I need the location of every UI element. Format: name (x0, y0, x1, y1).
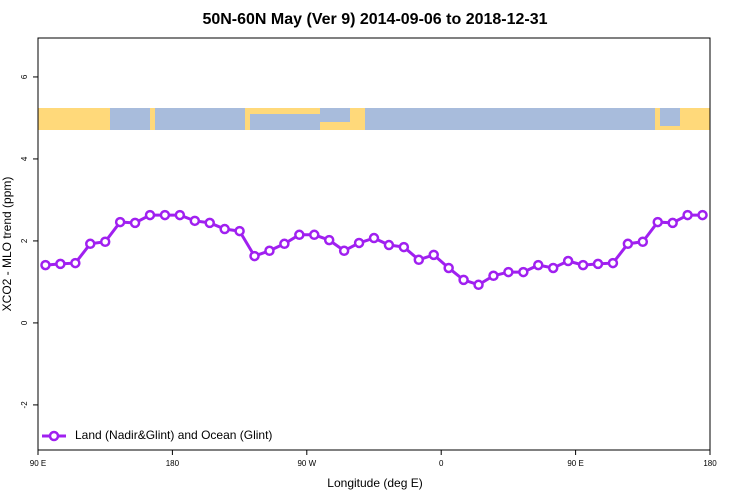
data-point (398, 241, 410, 253)
data-point (592, 258, 604, 270)
data-point (174, 209, 186, 221)
data-point (279, 238, 290, 250)
data-point (159, 209, 171, 221)
x-axis-label: Longitude (deg E) (327, 476, 422, 490)
y-tick-label: 0 (20, 320, 29, 325)
data-point (652, 216, 663, 228)
data-point (323, 234, 335, 246)
data-point (264, 245, 275, 257)
data-point (85, 238, 96, 250)
data-point (294, 229, 305, 241)
data-point (622, 238, 634, 250)
data-point (189, 215, 201, 227)
data-point (533, 259, 544, 271)
y-tick-label: -2 (20, 401, 29, 409)
data-point (443, 262, 454, 274)
data-point (204, 217, 215, 229)
x-tick-label: 90 E (567, 459, 583, 468)
plot-frame (37, 37, 711, 451)
data-point (607, 257, 619, 269)
data-point (99, 236, 111, 247)
data-point (144, 209, 156, 221)
y-tick-label: 6 (20, 74, 29, 79)
x-tick-label: 180 (166, 459, 180, 468)
series-line (45, 213, 703, 287)
x-tick-label: 180 (703, 459, 717, 468)
data-point (234, 225, 245, 237)
data-point (503, 266, 514, 278)
data-point (368, 232, 380, 244)
x-tick-label: 90 W (297, 459, 316, 468)
data-point (682, 209, 693, 221)
legend-label: Land (Nadir&Glint) and Ocean (Glint) (75, 428, 272, 442)
data-point (667, 217, 678, 229)
x-tick-label: 0 (439, 459, 444, 468)
data-point (637, 236, 649, 247)
data-point (353, 237, 365, 249)
chart-title: 50N-60N May (Ver 9) 2014-09-06 to 2018-1… (202, 11, 547, 28)
data-point (562, 255, 574, 267)
data-point (338, 245, 350, 257)
data-point (488, 270, 499, 282)
data-point (413, 254, 425, 266)
data-point (697, 209, 708, 221)
data-point (55, 258, 66, 270)
data-point (309, 229, 320, 241)
data-point (129, 217, 141, 229)
y-tick-label: 2 (20, 238, 29, 243)
data-point (458, 274, 469, 286)
data-point (428, 249, 439, 261)
map-strip (38, 108, 710, 130)
y-tick-label: 4 (20, 156, 29, 161)
data-point (577, 259, 589, 271)
data-point (518, 266, 529, 278)
data-point (219, 223, 230, 235)
data-point (70, 257, 81, 269)
data-point (40, 259, 51, 271)
data-point (473, 279, 484, 291)
data-point (383, 239, 395, 251)
data-point (114, 216, 126, 228)
legend-marker (48, 430, 60, 442)
x-tick-label: 90 E (30, 459, 46, 468)
data-point (249, 250, 260, 262)
y-axis-label: XCO2 - MLO trend (ppm) (0, 177, 14, 312)
data-point (547, 262, 559, 274)
